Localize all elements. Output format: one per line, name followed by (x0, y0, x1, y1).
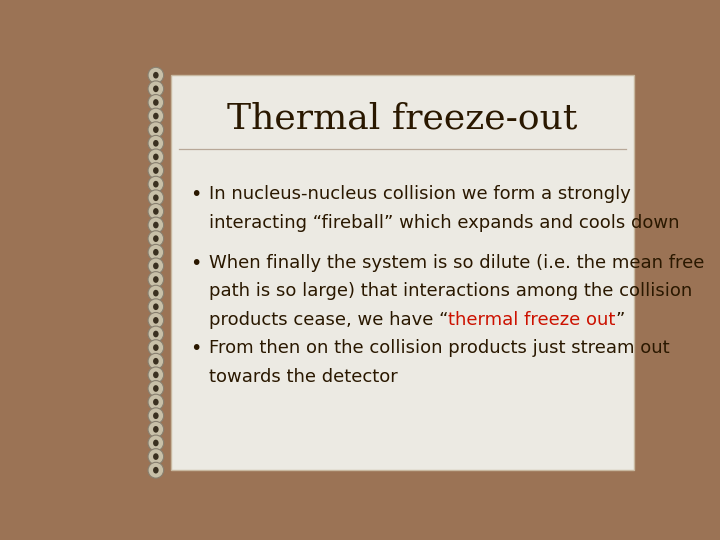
Ellipse shape (153, 167, 158, 174)
Text: •: • (190, 185, 202, 204)
Ellipse shape (153, 181, 158, 187)
Ellipse shape (153, 85, 158, 92)
Ellipse shape (153, 303, 158, 310)
Ellipse shape (153, 440, 158, 446)
Ellipse shape (153, 194, 158, 201)
Text: ”: ” (616, 310, 625, 328)
Ellipse shape (153, 345, 158, 351)
Ellipse shape (148, 272, 163, 287)
Ellipse shape (148, 217, 163, 233)
Ellipse shape (148, 258, 163, 274)
Ellipse shape (148, 163, 163, 178)
Text: When finally the system is so dilute (i.e. the mean free: When finally the system is so dilute (i.… (209, 254, 704, 272)
Ellipse shape (148, 435, 163, 451)
Ellipse shape (148, 285, 163, 301)
Ellipse shape (153, 330, 158, 338)
Ellipse shape (153, 99, 158, 106)
Ellipse shape (153, 222, 158, 228)
Ellipse shape (148, 122, 163, 138)
Text: In nucleus-nucleus collision we form a strongly: In nucleus-nucleus collision we form a s… (209, 185, 631, 204)
Ellipse shape (153, 453, 158, 460)
Ellipse shape (153, 426, 158, 433)
Ellipse shape (148, 353, 163, 369)
Ellipse shape (153, 385, 158, 392)
Ellipse shape (153, 290, 158, 296)
Ellipse shape (148, 190, 163, 206)
Ellipse shape (148, 81, 163, 97)
Ellipse shape (148, 245, 163, 260)
Ellipse shape (148, 231, 163, 247)
Ellipse shape (148, 108, 163, 124)
Text: towards the detector: towards the detector (209, 368, 397, 386)
Text: thermal freeze out: thermal freeze out (449, 310, 616, 328)
Text: Thermal freeze-out: Thermal freeze-out (228, 102, 577, 136)
Ellipse shape (153, 262, 158, 269)
Ellipse shape (153, 276, 158, 283)
Ellipse shape (148, 136, 163, 151)
Ellipse shape (153, 467, 158, 474)
Text: From then on the collision products just stream out: From then on the collision products just… (209, 339, 670, 357)
Text: products cease, we have “: products cease, we have “ (209, 310, 449, 328)
Ellipse shape (153, 126, 158, 133)
Text: •: • (190, 254, 202, 273)
Ellipse shape (153, 113, 158, 119)
Ellipse shape (153, 399, 158, 406)
Ellipse shape (148, 149, 163, 165)
Ellipse shape (148, 421, 163, 437)
Ellipse shape (148, 326, 163, 342)
Ellipse shape (148, 299, 163, 315)
Ellipse shape (148, 68, 163, 83)
Ellipse shape (153, 153, 158, 160)
Ellipse shape (153, 140, 158, 147)
Ellipse shape (153, 249, 158, 255)
Ellipse shape (153, 372, 158, 378)
Ellipse shape (148, 408, 163, 423)
Text: •: • (190, 339, 202, 358)
Ellipse shape (148, 204, 163, 219)
Ellipse shape (153, 317, 158, 323)
Ellipse shape (148, 313, 163, 328)
Text: path is so large) that interactions among the collision: path is so large) that interactions amon… (209, 282, 692, 300)
Ellipse shape (148, 394, 163, 410)
Ellipse shape (148, 462, 163, 478)
Ellipse shape (148, 94, 163, 110)
Ellipse shape (148, 340, 163, 355)
Ellipse shape (153, 208, 158, 215)
Text: interacting “fireball” which expands and cools down: interacting “fireball” which expands and… (209, 214, 680, 232)
Ellipse shape (153, 358, 158, 365)
Ellipse shape (153, 235, 158, 242)
Ellipse shape (148, 449, 163, 464)
Ellipse shape (148, 381, 163, 396)
Ellipse shape (153, 72, 158, 78)
Ellipse shape (148, 367, 163, 383)
FancyBboxPatch shape (171, 75, 634, 470)
Ellipse shape (153, 413, 158, 419)
Ellipse shape (148, 176, 163, 192)
